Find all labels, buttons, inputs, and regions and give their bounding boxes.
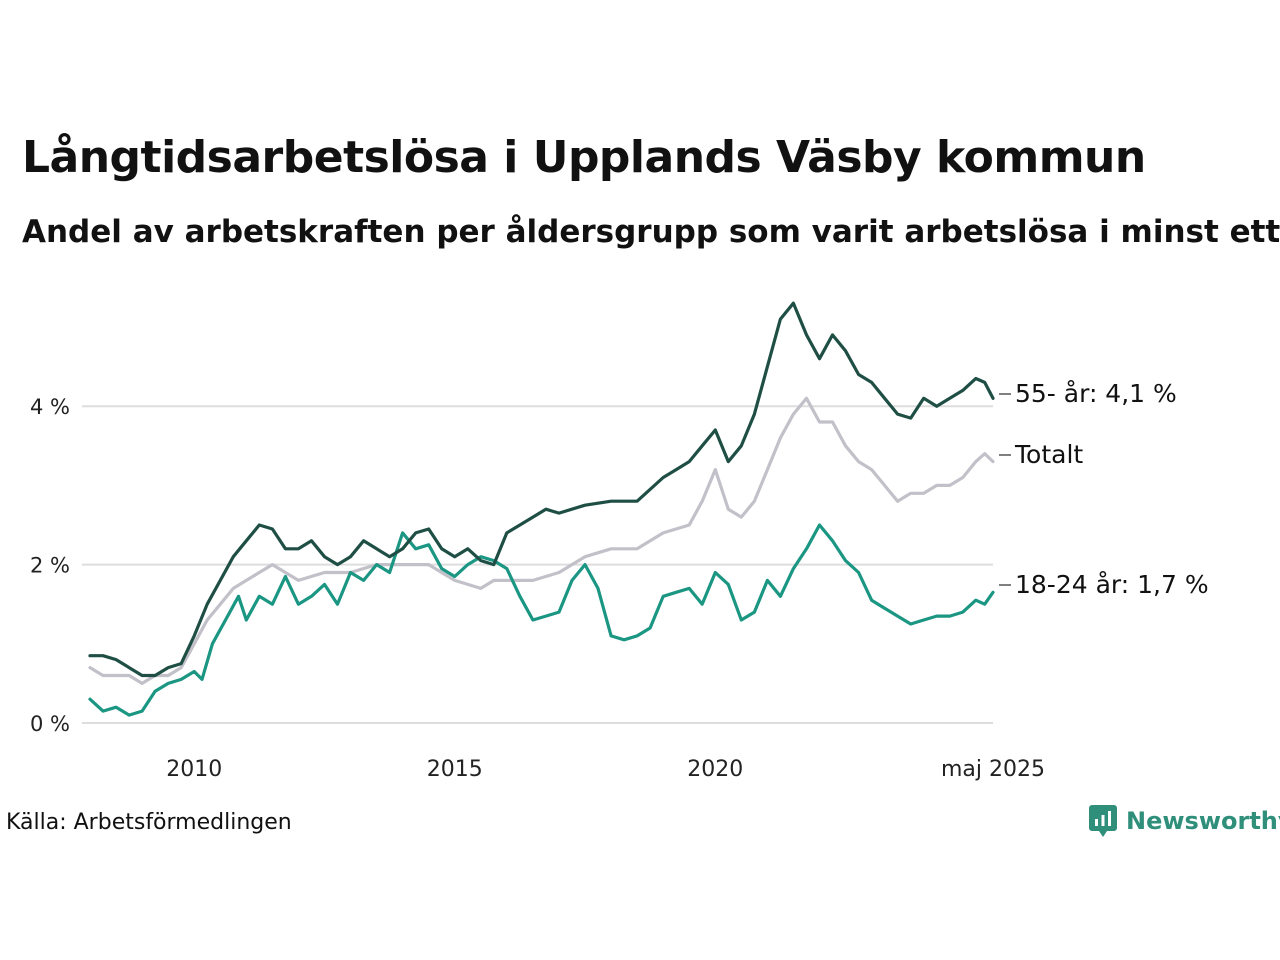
y-tick-label: 2 % [30, 554, 70, 578]
series-label-age_18_24: 18-24 år: 1,7 % [1015, 570, 1209, 599]
series-label-age_55: 55- år: 4,1 % [1015, 379, 1177, 408]
x-axis-ticks: 2010 2015 2020 maj 2025 [166, 757, 1045, 782]
y-axis-ticks: 0 % 2 % 4 % [30, 395, 70, 736]
source-note: Källa: Arbetsförmedlingen [6, 810, 292, 835]
brand-logo: Newsworthy [1088, 804, 1280, 838]
brand-name: Newsworthy [1126, 807, 1280, 835]
x-tick-label: 2010 [166, 757, 222, 782]
x-tick-label: maj 2025 [941, 757, 1045, 782]
series-lines [88, 301, 995, 717]
y-tick-label: 4 % [30, 395, 70, 419]
newsworthy-logo-icon [1089, 805, 1117, 837]
line-chart: 0 % 2 % 4 % 2010 2015 2020 maj 2025 Totalt 18-… [30, 301, 1209, 782]
series-line-age_18_24 [88, 523, 995, 717]
x-tick-label: 2020 [687, 757, 743, 782]
series-end-labels: Totalt 18-24 år: 1,7 % 55- år: 4,1 % [999, 379, 1209, 599]
series-label-total: Totalt [1014, 440, 1083, 469]
x-tick-label: 2015 [427, 757, 483, 782]
series-line-age_55 [88, 301, 995, 678]
chart-subtitle: Andel av arbetskraften per åldersgrupp s… [22, 214, 1280, 250]
chart-title: Långtidsarbetslösa i Upplands Väsby komm… [22, 132, 1146, 183]
y-tick-label: 0 % [30, 712, 70, 736]
gridlines [82, 405, 993, 724]
series-line-total [88, 396, 995, 685]
